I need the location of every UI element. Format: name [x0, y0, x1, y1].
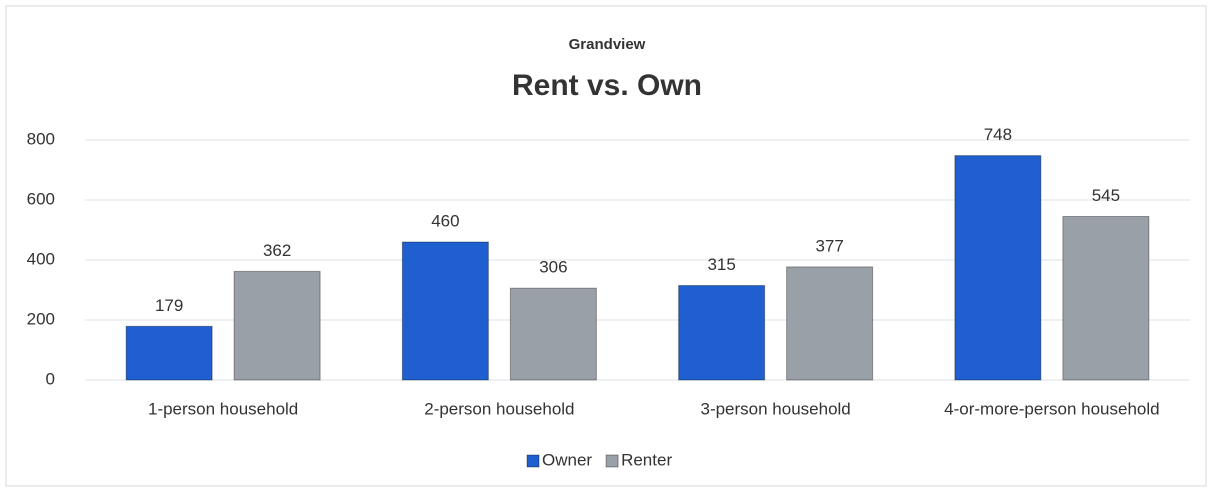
y-tick-label: 600 — [27, 189, 55, 208]
data-label: 460 — [431, 211, 459, 230]
y-tick-label: 400 — [27, 249, 55, 268]
data-label: 179 — [155, 296, 183, 315]
y-tick-label: 0 — [46, 369, 55, 388]
bar — [1062, 216, 1150, 381]
data-label: 315 — [707, 255, 735, 274]
bar — [509, 287, 597, 381]
bar — [786, 266, 874, 381]
y-tick-label: 800 — [27, 129, 55, 148]
bar — [125, 325, 213, 381]
legend-label: Owner — [542, 450, 592, 469]
legend-swatch — [526, 454, 540, 468]
y-tick-label: 200 — [27, 309, 55, 328]
data-label: 377 — [815, 236, 843, 255]
bar — [954, 155, 1042, 381]
x-tick-label: 1-person household — [148, 399, 298, 418]
chart-title: Rent vs. Own — [512, 69, 702, 102]
data-label: 545 — [1092, 186, 1120, 205]
legend-label: Renter — [621, 450, 672, 469]
data-label: 306 — [539, 258, 567, 277]
x-tick-label: 2-person household — [424, 399, 574, 418]
legend-swatch — [605, 454, 619, 468]
data-label: 362 — [263, 241, 291, 260]
chart-subtitle: Grandview — [569, 36, 646, 53]
bar — [233, 270, 321, 381]
bar — [401, 241, 489, 381]
bar — [678, 285, 766, 381]
data-label: 748 — [984, 125, 1012, 144]
x-tick-label: 3-person household — [700, 399, 850, 418]
x-tick-label: 4-or-more-person household — [944, 399, 1159, 418]
